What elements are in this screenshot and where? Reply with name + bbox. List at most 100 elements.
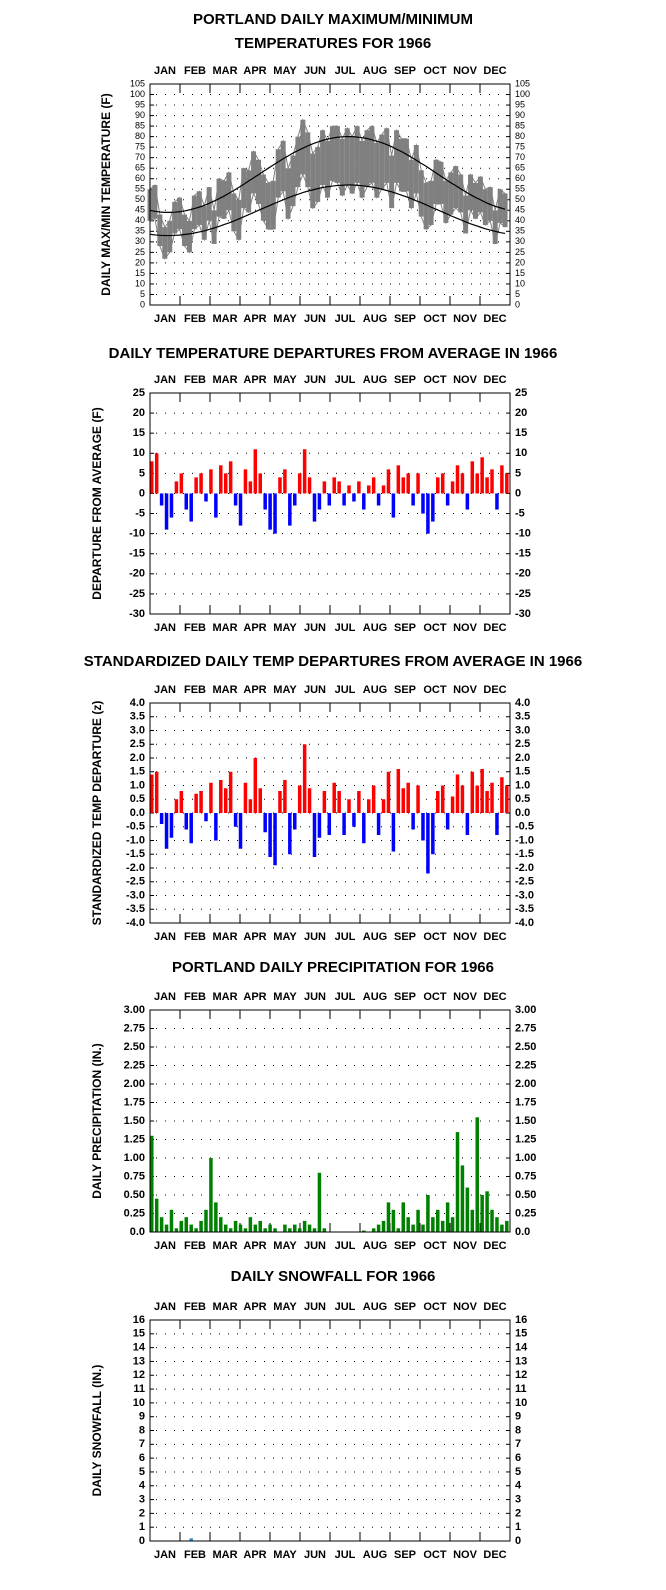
bar bbox=[445, 1202, 450, 1232]
y-tick-label-right: 45 bbox=[515, 205, 525, 215]
month-label-bottom: OCT bbox=[423, 622, 447, 634]
bar bbox=[253, 758, 258, 813]
bar bbox=[223, 1224, 228, 1232]
y-tick-label: -2.5 bbox=[126, 876, 145, 888]
bar bbox=[312, 493, 317, 522]
bar bbox=[233, 493, 238, 506]
bar bbox=[500, 465, 504, 494]
month-label-top: MAR bbox=[212, 1301, 237, 1313]
y-tick-label-right: -25 bbox=[515, 588, 531, 600]
month-label-top: FEB bbox=[184, 684, 206, 696]
bar bbox=[297, 1228, 302, 1232]
month-label-top: JAN bbox=[154, 684, 176, 696]
month-label-top: MAR bbox=[212, 991, 237, 1003]
bar bbox=[396, 465, 401, 494]
month-label-bottom: APR bbox=[243, 622, 266, 634]
bar bbox=[416, 473, 420, 494]
bar bbox=[475, 785, 479, 813]
bar bbox=[396, 769, 401, 813]
y-tick-label-right: 0.0 bbox=[515, 1226, 530, 1238]
bar bbox=[391, 493, 396, 518]
month-label-top: JUL bbox=[335, 374, 356, 386]
bar bbox=[480, 769, 484, 813]
bar bbox=[440, 1220, 445, 1232]
bar bbox=[342, 813, 346, 835]
y-tick-label-right: 60 bbox=[515, 173, 525, 183]
month-label-top: SEP bbox=[394, 65, 416, 77]
y-tick-label-right: 0 bbox=[515, 1535, 521, 1547]
bar bbox=[204, 493, 208, 502]
month-label-bottom: APR bbox=[243, 1549, 266, 1561]
y-tick-label-right: 0.5 bbox=[515, 793, 530, 805]
y-tick-label: 15 bbox=[133, 427, 145, 439]
bar bbox=[352, 493, 356, 502]
y-tick-label: 5 bbox=[139, 467, 145, 479]
bar bbox=[159, 813, 164, 824]
bar bbox=[263, 1228, 267, 1232]
bar bbox=[431, 493, 435, 522]
month-label-top: SEP bbox=[394, 1301, 416, 1313]
y-tick-label-right: 10 bbox=[515, 278, 525, 288]
month-label-bottom: DEC bbox=[483, 931, 506, 943]
y-tick-label: 15 bbox=[133, 1328, 145, 1340]
month-label-bottom: MAY bbox=[273, 931, 297, 943]
y-tick-label-right: 85 bbox=[515, 120, 525, 130]
bar bbox=[436, 791, 440, 813]
bar bbox=[332, 782, 336, 813]
y-tick-label: 0.75 bbox=[124, 1170, 145, 1182]
y-tick-label-right: 65 bbox=[515, 163, 525, 173]
month-label-bottom: MAY bbox=[273, 622, 297, 634]
month-label-top: JUL bbox=[335, 684, 356, 696]
y-tick-label-right: 2.0 bbox=[515, 752, 530, 764]
y-tick-label-right: 0.50 bbox=[515, 1189, 536, 1201]
y-tick-label: 3 bbox=[139, 1493, 145, 1505]
bar bbox=[189, 813, 193, 844]
y-tick-label: 1.00 bbox=[124, 1152, 145, 1164]
bar bbox=[406, 473, 410, 494]
month-label-bottom: AUG bbox=[363, 1549, 387, 1561]
bar bbox=[366, 799, 371, 813]
month-label-bottom: JAN bbox=[154, 313, 176, 325]
month-label-top: MAR bbox=[212, 65, 237, 77]
chart-title: STANDARDIZED DAILY TEMP DEPARTURES FROM … bbox=[84, 653, 582, 670]
bar bbox=[150, 1135, 154, 1232]
y-tick-label-right: 90 bbox=[515, 110, 525, 120]
month-label-top: JUN bbox=[304, 1301, 326, 1313]
bar bbox=[327, 493, 332, 506]
bar bbox=[495, 493, 499, 510]
bar bbox=[283, 780, 287, 813]
month-label-top: JAN bbox=[154, 65, 176, 77]
bar bbox=[179, 1220, 184, 1232]
y-tick-label-right: 6 bbox=[515, 1452, 521, 1464]
bar bbox=[421, 813, 425, 841]
month-label-bottom: JAN bbox=[154, 931, 176, 943]
y-tick-label-right: 2.75 bbox=[515, 1022, 536, 1034]
month-label-top: DEC bbox=[483, 1301, 506, 1313]
bar bbox=[154, 453, 159, 494]
bar bbox=[293, 813, 297, 830]
y-tick-label-right: 0.25 bbox=[515, 1207, 536, 1219]
month-label-top: MAY bbox=[273, 1301, 297, 1313]
month-label-bottom: FEB bbox=[184, 313, 206, 325]
bar bbox=[406, 782, 410, 813]
bar bbox=[371, 477, 376, 494]
bar bbox=[184, 493, 189, 510]
y-tick-label-right: 1.00 bbox=[515, 1152, 536, 1164]
plot-frame bbox=[149, 1009, 511, 1233]
bar bbox=[189, 1224, 193, 1232]
month-label-bottom: SEP bbox=[394, 313, 416, 325]
y-tick-label-right: 7 bbox=[515, 1438, 521, 1450]
month-label-bottom: SEP bbox=[394, 931, 416, 943]
y-tick-label: 1.75 bbox=[124, 1096, 145, 1108]
bar bbox=[159, 493, 164, 506]
y-tick-label-right: 13 bbox=[515, 1355, 527, 1367]
y-tick-label-right: -4.0 bbox=[515, 917, 534, 929]
bar bbox=[204, 1209, 208, 1232]
y-tick-label: 50 bbox=[135, 194, 145, 204]
y-tick-label-right: 105 bbox=[515, 78, 530, 88]
y-tick-label: -1.0 bbox=[126, 834, 145, 846]
bar bbox=[194, 1228, 198, 1232]
month-label-bottom: NOV bbox=[453, 622, 478, 634]
month-label-top: FEB bbox=[184, 991, 206, 1003]
